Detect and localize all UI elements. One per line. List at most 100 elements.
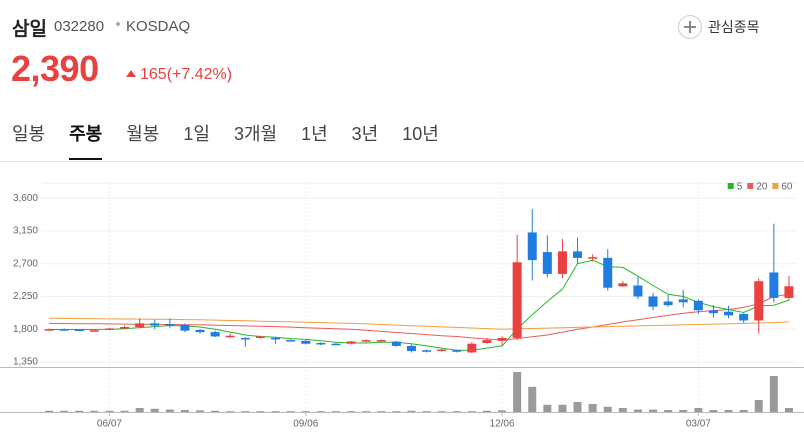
candle-body: [240, 337, 250, 340]
ma-line: [48, 317, 789, 330]
candle-body: [316, 343, 326, 345]
tab[interactable]: 3년: [351, 124, 379, 144]
candle-body: [44, 329, 54, 331]
volume-bar: [709, 410, 718, 412]
legend-label: 20: [756, 182, 768, 193]
candle-body: [346, 341, 356, 344]
candle-body: [195, 329, 205, 333]
candle-body: [74, 329, 84, 332]
volume-bar: [407, 410, 416, 412]
price-change: 165(+7.42%): [140, 66, 233, 83]
volume-bar: [256, 411, 265, 412]
volume-bar: [437, 411, 446, 412]
volume-bar: [211, 410, 220, 412]
volume-bar: [679, 410, 688, 412]
y-tick-label: 3,600: [13, 193, 38, 204]
volume-bar: [90, 410, 99, 412]
x-tick-label: 09/06: [293, 419, 318, 430]
watch-button[interactable]: 관심종목: [678, 14, 760, 40]
candle-body: [497, 337, 507, 341]
candle-body: [739, 313, 749, 321]
volume-bar: [165, 409, 174, 412]
ma-line: [48, 293, 789, 341]
candle-body: [271, 337, 281, 340]
candle-body: [406, 345, 416, 351]
tab[interactable]: 10년: [402, 124, 439, 144]
volume-bar: [362, 411, 371, 412]
candle-body: [59, 329, 69, 331]
candle-body: [120, 327, 130, 329]
tab[interactable]: 3개월: [233, 124, 278, 144]
candle-body: [663, 301, 673, 306]
x-tick-label: 12/06: [490, 419, 515, 430]
volume-bar: [633, 409, 642, 412]
volume-bar: [603, 406, 612, 412]
tab[interactable]: 1년: [301, 124, 328, 144]
tab[interactable]: 월봉: [126, 124, 160, 144]
volume-bar: [45, 410, 54, 412]
tab[interactable]: 1일: [183, 124, 210, 144]
volume-bar: [498, 410, 507, 412]
volume-bar: [588, 404, 597, 412]
candle-body: [542, 252, 552, 274]
candle-body: [422, 350, 432, 352]
legend-label: 60: [781, 182, 793, 193]
volume-bar: [452, 411, 461, 412]
volume-bar: [135, 408, 144, 412]
volume-bar: [271, 411, 280, 412]
separator-dot: [116, 22, 120, 26]
volume-bar: [528, 386, 537, 412]
candle-body: [648, 296, 658, 307]
legend-swatch: [747, 183, 754, 189]
candle-body: [527, 232, 537, 261]
volume-bar: [558, 404, 567, 412]
volume-bar: [301, 411, 310, 412]
tab[interactable]: 일봉: [12, 124, 46, 144]
candle-body: [391, 341, 401, 346]
candle-body: [557, 251, 567, 274]
candle-body: [104, 328, 114, 330]
volume-bar: [316, 411, 325, 412]
volume-bar: [120, 410, 129, 412]
up-arrow: [126, 70, 136, 77]
volume-bar: [347, 411, 356, 412]
candle-body: [769, 272, 779, 298]
candle-body: [573, 251, 583, 258]
candle-body: [437, 349, 447, 352]
legend-swatch: [772, 183, 779, 189]
candle-body: [376, 340, 386, 342]
x-tick-label: 03/07: [686, 419, 711, 430]
y-tick-label: 3,150: [13, 226, 38, 237]
tab[interactable]: 주봉: [69, 112, 103, 160]
volume-bar: [331, 411, 340, 412]
candle-body: [482, 340, 492, 343]
volume-bar: [377, 411, 386, 412]
candle-body: [301, 340, 311, 344]
volume-bar: [196, 410, 205, 412]
candle-body: [784, 286, 794, 298]
plus-icon: [678, 15, 702, 39]
x-tick-label: 06/07: [97, 419, 122, 430]
volume-bar: [543, 404, 552, 412]
y-tick-label: 2,250: [13, 291, 38, 302]
candle-body: [618, 283, 628, 287]
y-tick-label: 2,700: [13, 258, 38, 269]
legend-swatch: [727, 183, 734, 189]
candle-body: [89, 330, 99, 332]
candle-body: [135, 323, 145, 327]
volume-bar: [724, 410, 733, 412]
candle-body: [467, 343, 477, 353]
candle-body: [708, 310, 718, 314]
candle-body: [286, 340, 296, 342]
candle-body: [180, 324, 190, 331]
volume-bar: [180, 410, 189, 412]
market: KOSDAQ: [126, 18, 191, 35]
y-tick-label: 1,350: [13, 357, 38, 368]
volume-bar: [784, 408, 793, 412]
y-tick-label: 1,800: [13, 324, 38, 335]
candle-body: [588, 257, 598, 259]
stock-name: 삼일: [12, 19, 47, 40]
watch-label: 관심종목: [708, 19, 760, 35]
ma-line: [49, 259, 790, 351]
